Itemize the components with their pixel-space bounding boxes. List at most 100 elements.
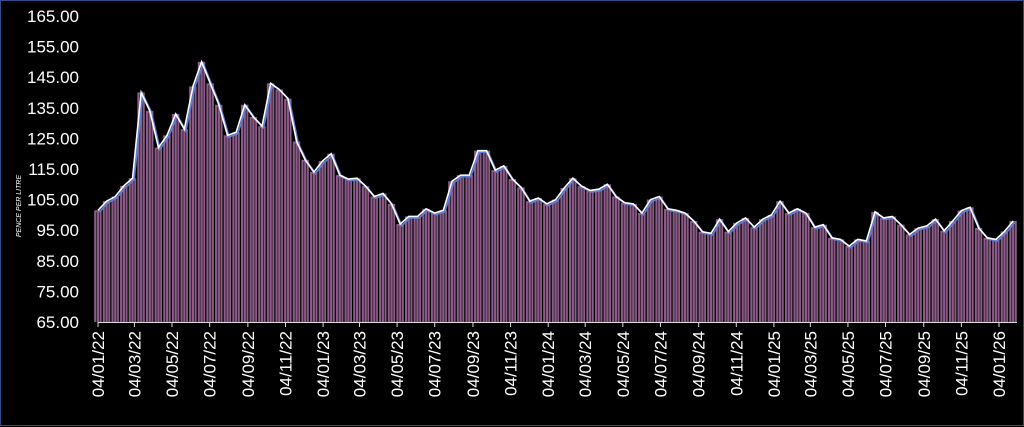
- price-bar: [405, 216, 413, 322]
- price-bar: [879, 217, 888, 322]
- price-bar: [983, 237, 991, 322]
- x-tick-label: 04/01/25: [765, 331, 784, 397]
- x-tick-label: 04/11/22: [276, 331, 295, 396]
- price-bar: [569, 178, 577, 322]
- price-bar: [974, 228, 983, 322]
- price-bar: [137, 92, 145, 322]
- price-bar: [240, 104, 249, 323]
- price-bar: [923, 225, 931, 322]
- x-tick-label: 04/03/22: [125, 331, 144, 397]
- price-bar: [560, 187, 568, 322]
- y-tick-label: 155.00: [27, 38, 79, 57]
- y-tick-label: 165.00: [27, 7, 79, 26]
- price-bar: [387, 203, 396, 322]
- x-tick-label: 04/05/24: [614, 331, 633, 397]
- price-bar: [284, 98, 292, 323]
- x-tick-label: 04/11/25: [952, 331, 971, 396]
- price-bar: [335, 175, 344, 322]
- price-bar: [145, 110, 154, 322]
- price-bar: [603, 184, 612, 322]
- y-tick-label: 65.00: [36, 313, 79, 332]
- x-tick-label: 04/01/24: [539, 331, 558, 397]
- price-bar: [465, 175, 473, 322]
- y-tick-label: 95.00: [36, 221, 79, 240]
- price-bar: [655, 196, 663, 322]
- price-bar: [698, 231, 706, 322]
- price-bar: [128, 178, 137, 322]
- price-bar: [353, 178, 361, 322]
- price-bar: [197, 61, 206, 323]
- price-bar: [957, 210, 965, 322]
- price-bar: [689, 221, 698, 322]
- price-bar: [646, 199, 655, 322]
- price-bar: [310, 172, 318, 322]
- y-tick-label: 125.00: [27, 129, 79, 148]
- x-tick-label: 04/11/23: [502, 331, 521, 396]
- price-bar: [620, 202, 629, 322]
- price-bar: [163, 135, 171, 322]
- price-bar: [448, 181, 456, 322]
- x-tick-label: 04/01/22: [89, 331, 108, 397]
- price-bar: [232, 132, 240, 322]
- price-bar: [482, 150, 491, 322]
- price-bar: [249, 116, 258, 322]
- price-bar: [474, 150, 482, 322]
- price-bar: [784, 213, 793, 322]
- price-bar: [741, 217, 750, 322]
- bars: [94, 61, 1017, 323]
- price-bar: [171, 113, 180, 322]
- price-bar: [413, 216, 422, 322]
- price-bar: [456, 175, 465, 322]
- price-bar: [120, 185, 128, 322]
- price-bar: [318, 161, 327, 322]
- price-bar: [733, 222, 741, 322]
- price-bar: [836, 239, 845, 322]
- x-tick-label: 04/03/25: [801, 331, 820, 397]
- x-tick-label: 04/09/24: [690, 331, 709, 397]
- price-bar: [94, 210, 102, 322]
- price-bar: [793, 208, 801, 322]
- price-bar: [266, 83, 275, 322]
- price-bar: [525, 201, 534, 322]
- x-tick-label: 04/09/25: [915, 331, 934, 397]
- price-bar: [612, 196, 620, 322]
- price-bar: [828, 237, 836, 322]
- price-bar: [629, 203, 637, 322]
- price-bar: [344, 179, 352, 322]
- price-bar: [223, 135, 232, 322]
- price-bar: [180, 129, 188, 322]
- price-bar: [966, 207, 974, 322]
- price-bar: [1000, 231, 1009, 322]
- price-bar: [897, 224, 905, 322]
- x-tick-label: 04/05/25: [839, 331, 858, 397]
- price-bar: [189, 86, 197, 322]
- price-bar: [292, 141, 301, 322]
- price-bar: [862, 240, 871, 322]
- y-tick-label: 105.00: [27, 191, 79, 210]
- price-bar: [758, 219, 767, 322]
- price-bar: [845, 246, 853, 322]
- x-tick-label: 04/01/23: [314, 331, 333, 397]
- price-bar: [707, 233, 715, 322]
- price-bar: [379, 193, 387, 322]
- price-bar: [672, 210, 681, 322]
- y-tick-label: 145.00: [27, 68, 79, 87]
- x-tick-label: 04/09/23: [464, 331, 483, 397]
- price-bar: [327, 153, 335, 322]
- y-tick-label: 135.00: [27, 99, 79, 118]
- price-bar: [215, 104, 223, 323]
- price-bar: [638, 213, 646, 322]
- price-bar: [102, 201, 111, 322]
- price-bar: [301, 159, 309, 322]
- x-tick-label: 04/01/26: [990, 331, 1009, 397]
- price-bar: [931, 219, 940, 322]
- y-tick-label: 85.00: [36, 252, 79, 271]
- price-bar: [664, 208, 672, 322]
- price-bar: [551, 199, 560, 322]
- x-tick-label: 04/07/25: [877, 331, 896, 397]
- price-bar: [802, 213, 810, 322]
- price-bar: [111, 196, 119, 322]
- price-bar: [776, 201, 784, 322]
